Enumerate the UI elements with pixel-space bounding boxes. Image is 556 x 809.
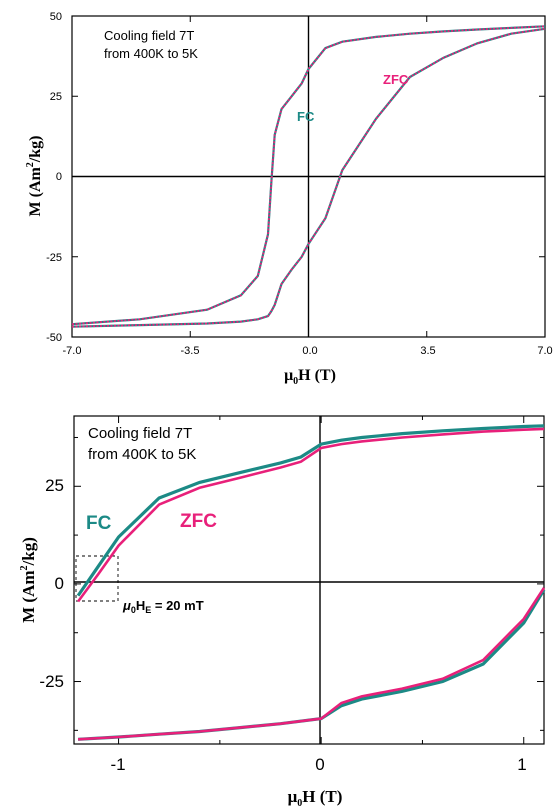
- top-y-tick-label: -50: [46, 332, 62, 344]
- bottom-zfc-label: ZFC: [180, 511, 217, 532]
- bottom-x-axis-title-sub: 0: [297, 798, 302, 809]
- bottom-y-tick-label: 25: [45, 476, 64, 495]
- top-x-axis-title-main: μ: [284, 367, 293, 384]
- top-x-axis-title: μ0H (T): [284, 367, 336, 387]
- bottom-panel: 25 0 -25 -1 0 1 μ0H (T) M (Am2/kg) Cooli…: [19, 415, 546, 809]
- top-y-axis-title-tail: /kg): [27, 136, 44, 164]
- exchange-bias-mu: μ: [122, 598, 131, 613]
- top-y-axis-title-main: M (Am: [27, 167, 44, 217]
- top-x-tick-label: 3.5: [420, 345, 435, 357]
- top-x-axis-title-tail: H (T): [298, 367, 336, 384]
- bottom-zfc-ascending-branch: [78, 587, 546, 741]
- exchange-bias-subE: E: [145, 605, 151, 615]
- top-fc-label: FC: [297, 109, 315, 124]
- exchange-bias-h: H: [136, 598, 145, 613]
- bottom-ticks: [74, 416, 544, 744]
- top-x-tick-label: -7.0: [63, 345, 82, 357]
- bottom-plot-frame: [73, 415, 545, 745]
- top-panel: 50 25 0 -25 -50 -7.0 -3.5 0.0 3.5 7.0 μ0…: [25, 11, 553, 387]
- top-x-tick-label: 0.0: [302, 345, 317, 357]
- top-annotation-line1: Cooling field 7T: [104, 28, 194, 43]
- exchange-bias-zoom-box: [75, 555, 119, 602]
- bottom-fc-descending-branch: [76, 424, 545, 597]
- top-y-tick-label: 50: [50, 11, 62, 23]
- top-y-axis-title-sup: 2: [25, 162, 36, 167]
- top-x-tick-label: 7.0: [537, 345, 552, 357]
- bottom-annotation-line2: from 400K to 5K: [88, 446, 196, 463]
- top-zfc-label: ZFC: [383, 72, 409, 87]
- bottom-curves: [76, 424, 546, 741]
- top-curves: [71, 25, 546, 328]
- bottom-x-tick-label: -1: [110, 755, 125, 774]
- bottom-y-axis-title-tail: /kg): [19, 537, 38, 566]
- bottom-y-axis-title: M (Am2/kg): [19, 537, 38, 623]
- top-y-tick-label: -25: [46, 252, 62, 264]
- bottom-y-tick-label: -25: [39, 672, 64, 691]
- top-y-axis-title: M (Am2/kg): [25, 136, 44, 217]
- exchange-bias-sub0: 0: [131, 605, 136, 615]
- top-x-tick-label: -3.5: [181, 345, 200, 357]
- top-ticks: [71, 15, 546, 338]
- bottom-x-axis-title: μ0H (T): [288, 787, 343, 809]
- bottom-annotation-line1: Cooling field 7T: [88, 425, 192, 442]
- bottom-y-axis-title-sup: 2: [19, 565, 30, 570]
- top-zfc-ascending-branch: [71, 27, 546, 328]
- top-x-axis-title-sub: 0: [293, 376, 298, 387]
- top-y-tick-label: 25: [50, 91, 62, 103]
- bottom-x-axis-title-main: μ: [288, 787, 298, 806]
- bottom-x-tick-label: 0: [315, 755, 324, 774]
- bottom-y-axis-title-main: M (Am: [19, 570, 38, 622]
- bottom-fc-label: FC: [86, 513, 112, 534]
- bottom-y-tick-label: 0: [55, 574, 64, 593]
- top-y-tick-label: 0: [56, 171, 62, 183]
- bottom-x-tick-label: 1: [517, 755, 526, 774]
- top-zfc-descending-branch: [71, 25, 546, 326]
- exchange-bias-tail: = 20 mT: [151, 598, 203, 613]
- bottom-zfc-descending-branch: [77, 427, 545, 603]
- exchange-bias-label: μ0HE = 20 mT: [122, 598, 204, 615]
- bottom-x-axis-title-tail: H (T): [302, 787, 342, 806]
- top-annotation-line2: from 400K to 5K: [104, 46, 198, 61]
